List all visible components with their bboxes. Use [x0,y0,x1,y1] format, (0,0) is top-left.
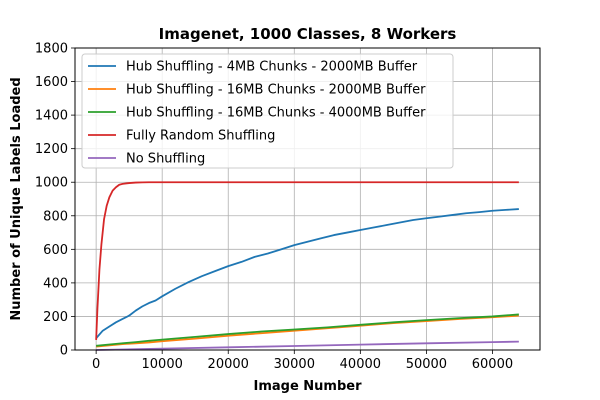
legend-label-2: Hub Shuffling - 16MB Chunks - 2000MB Buf… [126,83,426,98]
y-tick-label: 800 [43,209,68,224]
series-line-1 [95,208,519,339]
legend: Hub Shuffling - 4MB Chunks - 2000MB Buff… [81,53,454,169]
y-tick-label: 200 [43,310,68,325]
series-lines [95,181,519,351]
y-tick-label: 600 [43,243,68,258]
legend-label-4: Fully Random Shuffling [126,129,275,144]
series-line-5 [96,340,519,351]
y-tick-label: 1200 [35,142,68,157]
chart-title: Imagenet, 1000 Classes, 8 Workers [159,25,457,43]
x-tick-label: 30000 [274,357,315,372]
x-tick-label: 10000 [142,357,183,372]
axis-ticks: 0 10000 20000 30000 40000 50000 60000 0 200 400 60… [35,42,513,373]
legend-box [81,53,454,169]
series-line-2 [96,314,519,348]
x-tick-label: 0 [92,357,100,372]
x-tick-label: 50000 [406,357,447,372]
y-tick-label: 1000 [35,176,68,191]
legend-label-5: No Shuffling [126,152,205,167]
y-tick-label: 1400 [35,109,68,124]
y-tick-label: 1800 [35,42,68,57]
plot-frame [74,47,541,351]
y-tick-label: 0 [60,344,68,359]
y-tick-label: 1600 [35,75,68,90]
legend-label-3: Hub Shuffling - 16MB Chunks - 4000MB Buf… [126,106,426,121]
legend-label-1: Hub Shuffling - 4MB Chunks - 2000MB Buff… [126,60,418,75]
x-tick-label: 40000 [340,357,381,372]
x-tick-label: 60000 [472,357,513,372]
x-tick-label: 20000 [208,357,249,372]
series-line-3 [96,313,519,347]
y-axis-label: Number of Unique Labels Loaded [9,77,24,320]
y-tick-label: 400 [43,276,68,291]
series-line-4 [95,181,519,340]
x-axis-label: Image Number [253,379,362,394]
